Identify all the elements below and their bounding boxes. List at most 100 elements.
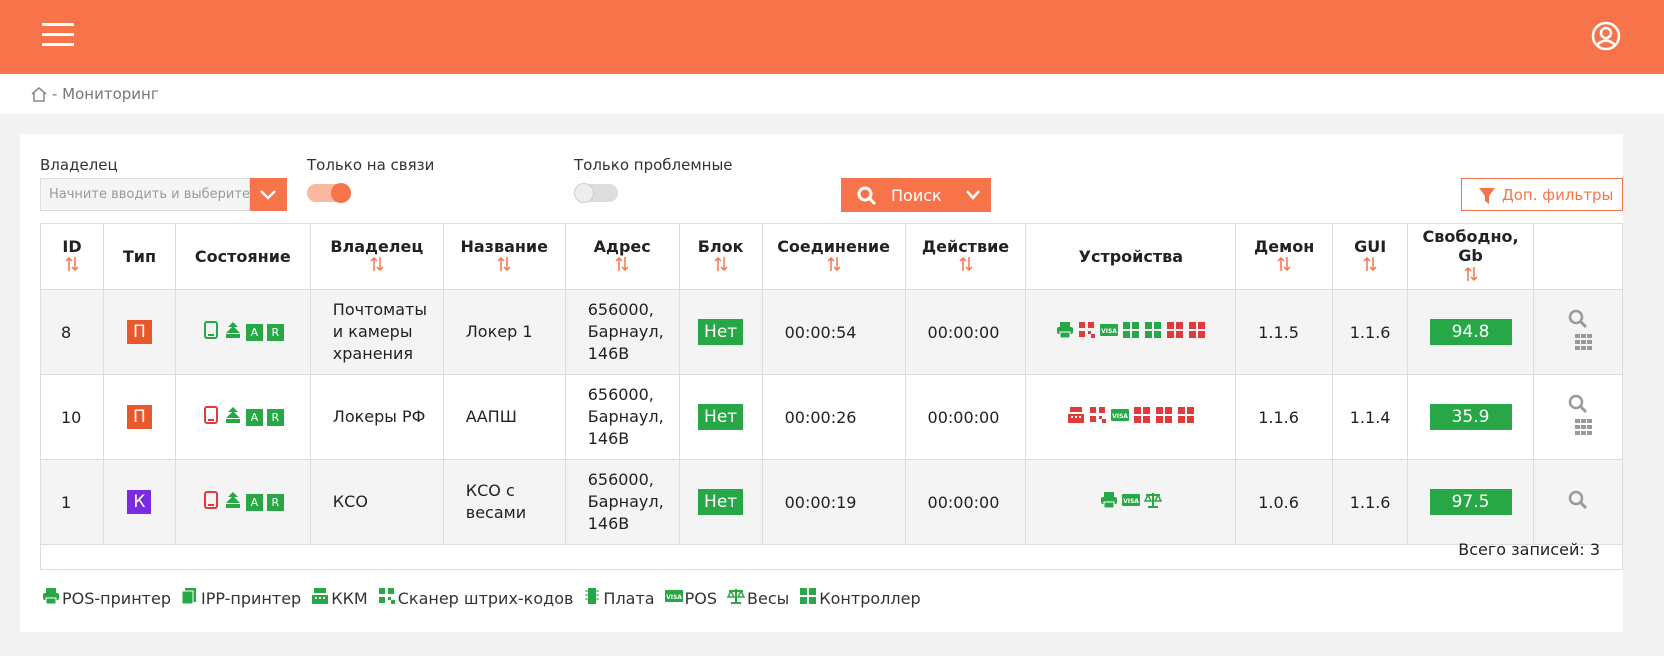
column-label: Свободно, Gb bbox=[1422, 227, 1519, 266]
gui: 1.1.4 bbox=[1349, 407, 1391, 427]
icon bbox=[1089, 406, 1107, 428]
action: 00:00:00 bbox=[927, 407, 1000, 427]
daemon: 1.1.5 bbox=[1258, 322, 1299, 342]
view-button[interactable] bbox=[1542, 394, 1614, 418]
sort-icon[interactable] bbox=[1362, 256, 1378, 276]
column-label: Блок bbox=[697, 236, 744, 256]
gui: 1.1.6 bbox=[1349, 492, 1391, 512]
table-row: 8 П A R Почтоматы и камеры хранения Локер 1 65… bbox=[40, 289, 1623, 375]
icon bbox=[1133, 406, 1151, 428]
name: Локер 1 bbox=[465, 322, 533, 341]
icon bbox=[378, 587, 396, 609]
block-badge: Нет bbox=[698, 319, 744, 345]
status-badge: A bbox=[245, 493, 263, 511]
icon bbox=[1144, 321, 1162, 343]
devices-table: ID Тип Состояние Владелец Название Адрес Блок С… bbox=[40, 223, 1623, 545]
column-header: Название bbox=[442, 223, 566, 290]
icon bbox=[202, 321, 220, 343]
column-header: Владелец bbox=[309, 223, 444, 290]
column-header: Действие bbox=[904, 223, 1027, 290]
gui-cell: 1.1.6 bbox=[1332, 459, 1409, 545]
type-cell: П bbox=[102, 289, 176, 375]
address: 656000, Барнаул, 146В bbox=[587, 300, 664, 363]
search-button[interactable]: Поиск bbox=[841, 178, 991, 212]
status-badge: A bbox=[245, 323, 263, 341]
actions-cell bbox=[1533, 374, 1623, 460]
column-header: Тип bbox=[102, 223, 176, 290]
connection: 00:00:26 bbox=[784, 407, 857, 427]
connection-cell: 00:00:26 bbox=[761, 374, 906, 460]
legend-label: IPP-принтер bbox=[200, 588, 302, 608]
type-badge: П bbox=[127, 320, 152, 344]
type-cell: К bbox=[102, 459, 176, 545]
online-toggle[interactable] bbox=[307, 183, 351, 203]
sort-icon[interactable] bbox=[826, 256, 842, 276]
problem-label: Только проблемные bbox=[574, 156, 733, 174]
owner: Почтоматы и камеры хранения bbox=[332, 300, 428, 363]
table-row: 10 П A R Локеры РФ ААПШ 656000, Барнаул, 146В Н… bbox=[40, 374, 1623, 460]
search-label: Поиск bbox=[891, 185, 942, 205]
action: 00:00:00 bbox=[927, 492, 1000, 512]
id: 1 bbox=[61, 492, 72, 512]
address-cell: 656000, Барнаул, 146В bbox=[564, 459, 680, 545]
sort-icon[interactable] bbox=[958, 256, 974, 276]
icon bbox=[202, 491, 220, 513]
owner-label: Владелец bbox=[40, 156, 118, 174]
connection: 00:00:19 bbox=[784, 492, 857, 512]
grid-button[interactable] bbox=[1554, 333, 1614, 355]
sort-icon[interactable] bbox=[369, 256, 385, 276]
view-button[interactable] bbox=[1542, 490, 1614, 514]
legend-item: VISA POS bbox=[663, 587, 717, 609]
legend-item: Контроллер bbox=[797, 587, 921, 609]
action-cell: 00:00:00 bbox=[904, 289, 1027, 375]
problem-toggle[interactable] bbox=[574, 183, 618, 203]
owner-dropdown[interactable] bbox=[250, 178, 287, 211]
icon: VISA bbox=[664, 587, 683, 609]
icon bbox=[726, 587, 746, 609]
column-label: Соединение bbox=[777, 236, 890, 256]
owner-input[interactable]: Начните вводить и выберите bbox=[40, 178, 250, 211]
sort-icon[interactable] bbox=[1463, 266, 1479, 286]
id-cell: 1 bbox=[40, 459, 104, 545]
column-header: Блок bbox=[678, 223, 763, 290]
more-filters-button[interactable]: Доп. фильтры bbox=[1461, 178, 1623, 211]
column-header: Адрес bbox=[564, 223, 680, 290]
profile-button[interactable] bbox=[1590, 20, 1622, 52]
column-header: Устройства bbox=[1025, 223, 1237, 290]
legend-label: POS bbox=[684, 588, 718, 608]
sort-icon[interactable] bbox=[64, 256, 80, 276]
id: 10 bbox=[61, 407, 82, 427]
sort-icon[interactable] bbox=[713, 256, 729, 276]
menu-button[interactable] bbox=[42, 22, 74, 48]
grid-button[interactable] bbox=[1554, 418, 1614, 440]
sort-icon[interactable] bbox=[496, 256, 512, 276]
sort-icon[interactable] bbox=[614, 256, 630, 276]
icon: VISA bbox=[1121, 491, 1140, 513]
column-label: Адрес bbox=[593, 236, 651, 256]
name-cell: ААПШ bbox=[442, 374, 566, 460]
icon bbox=[1067, 406, 1085, 428]
owner-cell: Локеры РФ bbox=[309, 374, 444, 460]
icon bbox=[1177, 406, 1195, 428]
table-footer: Всего записей: 3 bbox=[40, 530, 1623, 570]
action-cell: 00:00:00 bbox=[904, 459, 1027, 545]
column-label: Владелец bbox=[330, 236, 424, 256]
action-cell: 00:00:00 bbox=[904, 374, 1027, 460]
icon bbox=[1100, 491, 1118, 513]
id-cell: 8 bbox=[40, 289, 104, 375]
address-cell: 656000, Барнаул, 146В bbox=[564, 374, 680, 460]
sort-icon[interactable] bbox=[1276, 256, 1292, 276]
legend-label: ККМ bbox=[331, 588, 368, 608]
home-icon[interactable] bbox=[30, 86, 48, 102]
id: 8 bbox=[61, 322, 72, 342]
legend-item: Весы bbox=[725, 587, 789, 609]
type-badge: П bbox=[127, 405, 152, 429]
free-badge: 94.8 bbox=[1429, 319, 1512, 345]
address: 656000, Барнаул, 146В bbox=[587, 470, 664, 533]
icon: VISA bbox=[1099, 321, 1118, 343]
icon bbox=[224, 406, 242, 428]
name-cell: Локер 1 bbox=[442, 289, 566, 375]
view-button[interactable] bbox=[1542, 309, 1614, 333]
column-header: Свободно, Gb bbox=[1407, 223, 1535, 290]
